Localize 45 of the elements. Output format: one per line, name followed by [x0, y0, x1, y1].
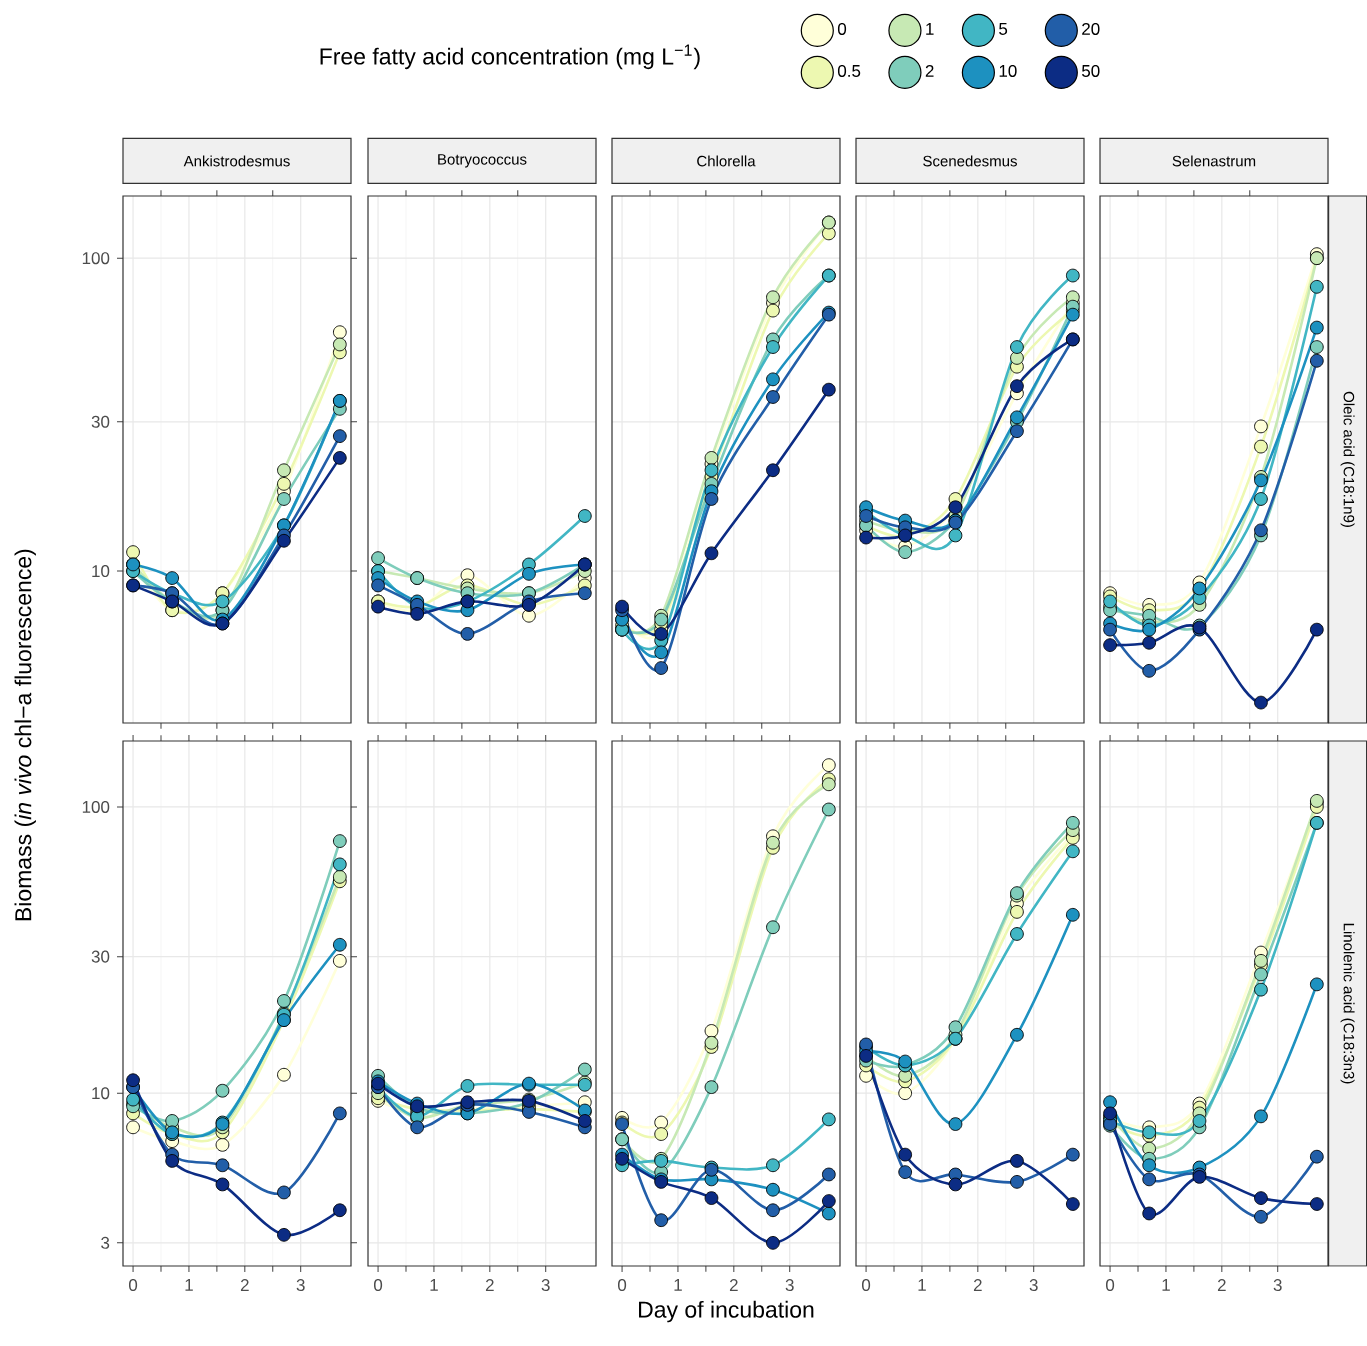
y2-axis-title: Oleic acid (C18:1n9) [1340, 391, 1355, 527]
y-axis-title: Biomass (in vivo chl−a fluorescence) [14, 549, 36, 921]
y2-axis-title: Linolenic acid (C18:3n3) [1340, 923, 1355, 1084]
legend-label: 0.5 [837, 64, 861, 77]
y-tick-label: 100 [82, 252, 110, 265]
legend-label: 10 [999, 64, 1017, 77]
x-tick-label: 1 [1162, 1279, 1170, 1291]
chart-title: Botryococcus [438, 154, 527, 168]
x-tick-label: 0 [618, 1279, 627, 1292]
legend-label: 1 [926, 23, 934, 35]
x-tick-label: 2 [485, 1279, 494, 1291]
legend-label: 2 [925, 64, 934, 77]
x-tick-label: 0 [1106, 1279, 1115, 1292]
chart-title: Scenedesmus [923, 155, 1017, 167]
y-tick-label: 3 [101, 1236, 110, 1249]
y-tick-label: 100 [82, 800, 110, 813]
x-tick-label: 0 [862, 1279, 871, 1292]
x-tick-label: 1 [185, 1279, 193, 1291]
y-tick-label: 30 [91, 415, 110, 428]
x-tick-label: 1 [430, 1279, 438, 1291]
x-tick-label: 0 [128, 1279, 138, 1292]
x-tick-label: 1 [918, 1279, 926, 1291]
y-tick-label: 10 [92, 1087, 110, 1100]
y-tick-label: 30 [91, 950, 110, 963]
legend-label: 0 [837, 22, 847, 35]
x-tick-label: 2 [729, 1279, 738, 1291]
x-tick-label: 3 [1273, 1279, 1282, 1292]
x-tick-label: 2 [240, 1279, 249, 1291]
x-tick-label: 3 [785, 1279, 794, 1292]
legend-label: 50 [1081, 64, 1100, 77]
x-tick-label: 0 [373, 1279, 383, 1292]
y-tick-label: 10 [92, 565, 110, 578]
x-axis-title: Day of incubation [639, 1300, 814, 1323]
legend-title: Free fatty acid concentration (mg L$^{−1}$) [320, 44, 700, 70]
legend-label: 5 [999, 23, 1008, 35]
x-tick-label: 2 [973, 1279, 982, 1291]
x-tick-label: 3 [541, 1279, 550, 1292]
legend-label: 20 [1082, 22, 1100, 35]
x-tick-label: 1 [674, 1279, 682, 1291]
x-tick-label: 3 [296, 1279, 305, 1292]
x-tick-label: 2 [1217, 1279, 1226, 1291]
chart-title: Chlorella [697, 155, 756, 167]
chart-title: Selenastrum [1172, 155, 1256, 167]
chart-title: Ankistrodesmus [183, 155, 290, 167]
x-tick-label: 3 [1029, 1279, 1038, 1292]
